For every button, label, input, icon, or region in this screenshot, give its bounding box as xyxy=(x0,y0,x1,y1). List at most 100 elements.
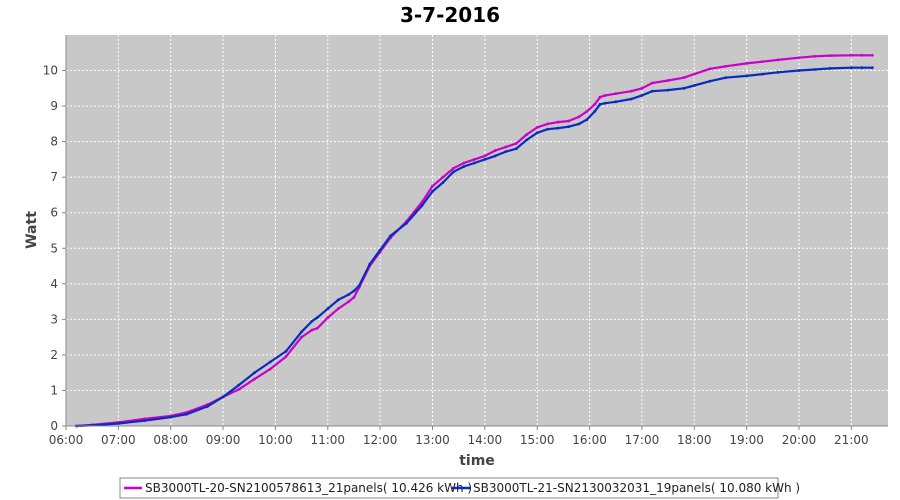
data-point xyxy=(760,60,764,64)
data-point xyxy=(431,184,434,188)
y-tick-label: 7 xyxy=(50,170,58,184)
y-axis-ticks: 0 1 2 3 4 5 6 7 8 9 10 xyxy=(43,64,66,433)
data-point xyxy=(404,221,408,225)
data-point xyxy=(614,92,618,96)
data-point xyxy=(666,88,670,92)
data-point xyxy=(650,89,654,93)
data-point xyxy=(708,67,712,71)
data-point xyxy=(483,158,487,161)
data-point xyxy=(567,125,571,129)
y-tick-label: 9 xyxy=(50,99,58,113)
data-point xyxy=(849,53,853,57)
data-point xyxy=(368,262,372,266)
data-point xyxy=(352,295,356,299)
y-tick-label: 8 xyxy=(50,135,58,149)
legend-box xyxy=(119,477,779,499)
data-point xyxy=(420,204,424,208)
data-point xyxy=(577,122,581,126)
data-point xyxy=(640,86,644,90)
data-point xyxy=(630,89,633,93)
data-point xyxy=(315,326,319,330)
data-point xyxy=(870,53,874,57)
data-point xyxy=(692,84,696,87)
x-tick-label: 14:00 xyxy=(468,433,503,447)
legend: SB3000TL-20-SN2100578613_21panels( 10.42… xyxy=(119,477,800,499)
data-point xyxy=(300,335,304,339)
data-point xyxy=(483,154,487,158)
data-point xyxy=(598,95,602,99)
data-point xyxy=(169,415,173,419)
x-tick-label: 07:00 xyxy=(101,433,136,447)
data-point xyxy=(650,81,654,85)
y-tick-label: 4 xyxy=(50,277,58,291)
data-point xyxy=(870,66,874,70)
x-tick-label: 19:00 xyxy=(729,433,764,447)
data-point xyxy=(462,165,466,168)
y-tick-label: 5 xyxy=(50,241,58,255)
data-point xyxy=(347,293,351,296)
data-point xyxy=(237,383,241,387)
data-point xyxy=(666,79,670,82)
data-point xyxy=(813,68,817,71)
chart-title: 3-7-2016 xyxy=(400,3,500,27)
data-point xyxy=(514,147,518,151)
data-point xyxy=(708,79,712,83)
legend-label-1: SB3000TL-20-SN2100578613_21panels( 10.42… xyxy=(145,481,472,495)
data-point xyxy=(598,102,602,106)
data-point xyxy=(472,161,476,165)
data-point xyxy=(310,328,314,332)
data-point xyxy=(614,100,618,104)
data-point xyxy=(585,118,589,121)
y-tick-label: 2 xyxy=(50,348,58,362)
grid-lines xyxy=(65,35,888,426)
data-point xyxy=(797,56,801,60)
data-point xyxy=(253,377,256,381)
data-point xyxy=(336,307,340,311)
data-point xyxy=(525,138,529,142)
data-point xyxy=(504,145,508,149)
y-tick-label: 10 xyxy=(43,64,58,78)
data-point xyxy=(603,101,607,105)
data-point xyxy=(357,284,361,287)
data-point xyxy=(829,67,832,70)
y-tick-label: 3 xyxy=(50,312,58,326)
y-tick-label: 6 xyxy=(50,206,58,220)
data-point xyxy=(237,387,241,391)
x-tick-label: 20:00 xyxy=(782,433,817,447)
data-point xyxy=(352,289,356,293)
data-point xyxy=(310,319,314,323)
data-point xyxy=(849,66,853,70)
data-point xyxy=(724,64,728,68)
x-tick-label: 12:00 xyxy=(363,433,398,447)
data-point xyxy=(336,298,340,302)
data-point xyxy=(185,412,188,416)
data-point xyxy=(284,349,288,353)
data-point xyxy=(205,405,209,408)
data-point xyxy=(378,248,382,252)
data-point xyxy=(472,158,476,161)
y-axis-label: Watt xyxy=(24,211,40,249)
plot-area xyxy=(66,35,888,426)
data-point xyxy=(452,170,455,174)
series-line-1 xyxy=(76,54,873,428)
data-point xyxy=(347,300,351,303)
data-point xyxy=(682,76,686,80)
x-tick-label: 08:00 xyxy=(153,433,188,447)
data-point xyxy=(431,190,434,193)
data-point xyxy=(143,419,146,423)
x-tick-label: 18:00 xyxy=(677,433,712,447)
data-point xyxy=(535,131,539,135)
data-point xyxy=(221,395,225,399)
data-point xyxy=(860,53,864,57)
data-point xyxy=(813,54,817,58)
data-point xyxy=(692,72,696,76)
data-point xyxy=(326,316,330,319)
data-point xyxy=(603,94,607,97)
data-point xyxy=(300,330,304,334)
data-point xyxy=(546,127,550,131)
data-point xyxy=(514,142,518,145)
x-tick-label: 10:00 xyxy=(258,433,293,447)
data-point xyxy=(326,307,330,311)
x-axis-label: time xyxy=(459,453,495,469)
